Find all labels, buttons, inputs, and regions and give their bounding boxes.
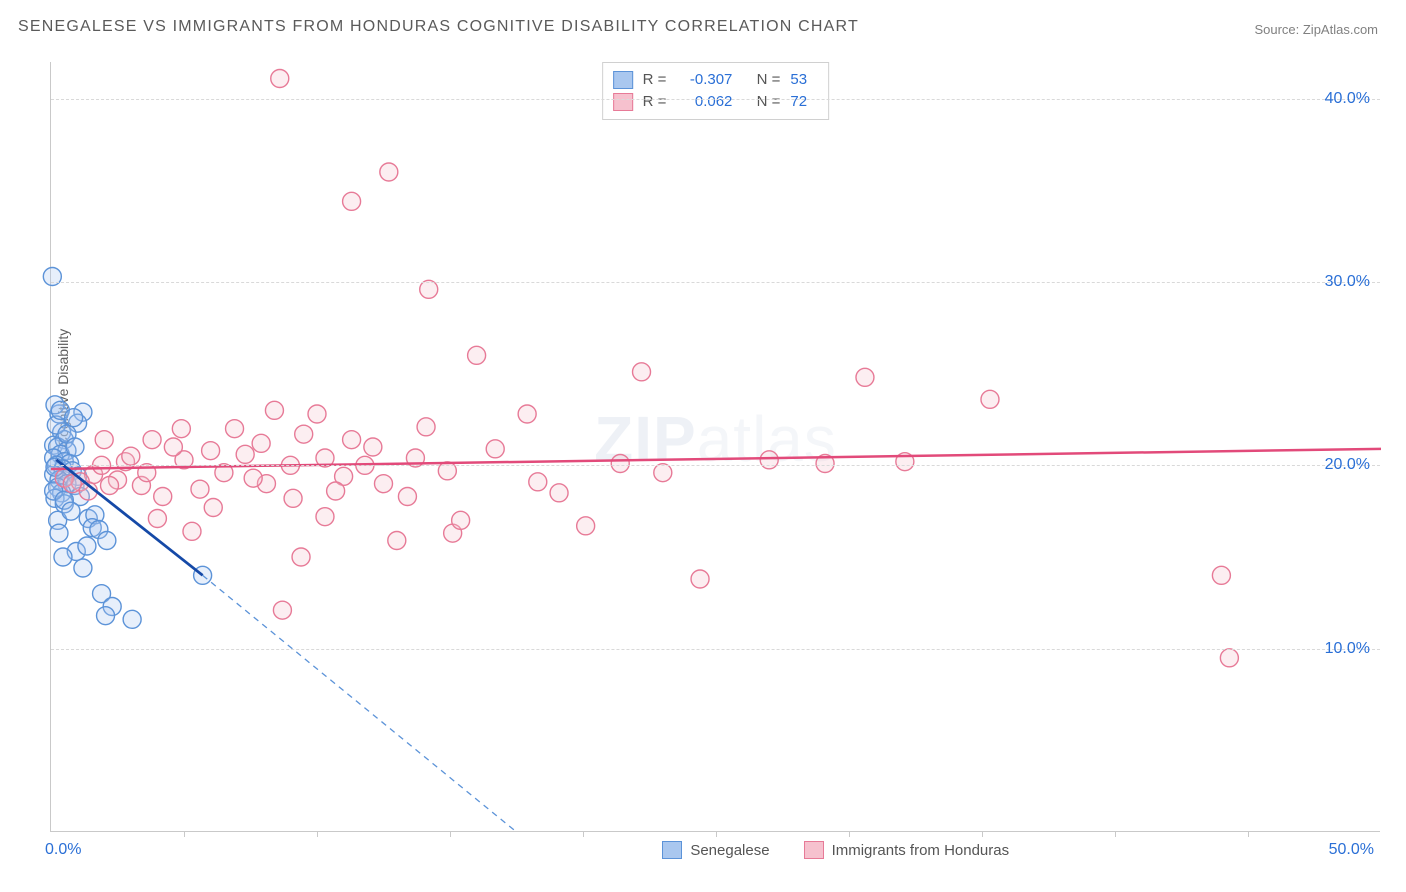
x-tick-label: 0.0% — [45, 841, 81, 859]
legend-label-2: Immigrants from Honduras — [832, 842, 1010, 859]
gridline-h — [51, 465, 1380, 466]
stat-n-label: N = — [757, 91, 781, 113]
x-tick — [317, 831, 318, 837]
swatch-blue — [662, 841, 682, 859]
chart-svg — [51, 62, 1380, 831]
swatch-pink — [613, 93, 633, 111]
stats-row-1: R = -0.307 N = 53 — [613, 69, 815, 91]
stats-row-2: R = 0.062 N = 72 — [613, 91, 815, 113]
x-tick — [1115, 831, 1116, 837]
legend-item-1: Senegalese — [662, 841, 769, 859]
legend-label-1: Senegalese — [690, 842, 769, 859]
stat-r-value-1: -0.307 — [676, 69, 732, 91]
stat-r-label: R = — [643, 91, 667, 113]
swatch-pink — [804, 841, 824, 859]
y-tick-label: 10.0% — [1325, 640, 1370, 658]
page-title: SENEGALESE VS IMMIGRANTS FROM HONDURAS C… — [18, 18, 859, 36]
stat-r-value-2: 0.062 — [676, 91, 732, 113]
x-tick — [184, 831, 185, 837]
source-credit: Source: ZipAtlas.com — [1254, 22, 1378, 37]
x-tick-label: 50.0% — [1329, 841, 1374, 859]
stat-n-label: N = — [757, 69, 781, 91]
bottom-legend: Senegalese Immigrants from Honduras — [662, 841, 1009, 859]
legend-item-2: Immigrants from Honduras — [804, 841, 1010, 859]
stat-r-label: R = — [643, 69, 667, 91]
y-tick-label: 30.0% — [1325, 273, 1370, 291]
x-tick — [583, 831, 584, 837]
gridline-h — [51, 649, 1380, 650]
swatch-blue — [613, 71, 633, 89]
x-tick — [849, 831, 850, 837]
x-tick — [1248, 831, 1249, 837]
x-tick — [982, 831, 983, 837]
stats-box: R = -0.307 N = 53 R = 0.062 N = 72 — [602, 62, 830, 120]
x-tick — [450, 831, 451, 837]
gridline-h — [51, 99, 1380, 100]
x-tick — [716, 831, 717, 837]
y-tick-label: 20.0% — [1325, 456, 1370, 474]
plot-area: Cognitive Disability ZIPatlas R = -0.307… — [50, 62, 1380, 832]
gridline-h — [51, 282, 1380, 283]
stat-n-value-2: 72 — [790, 91, 814, 113]
stat-n-value-1: 53 — [790, 69, 814, 91]
y-tick-label: 40.0% — [1325, 90, 1370, 108]
